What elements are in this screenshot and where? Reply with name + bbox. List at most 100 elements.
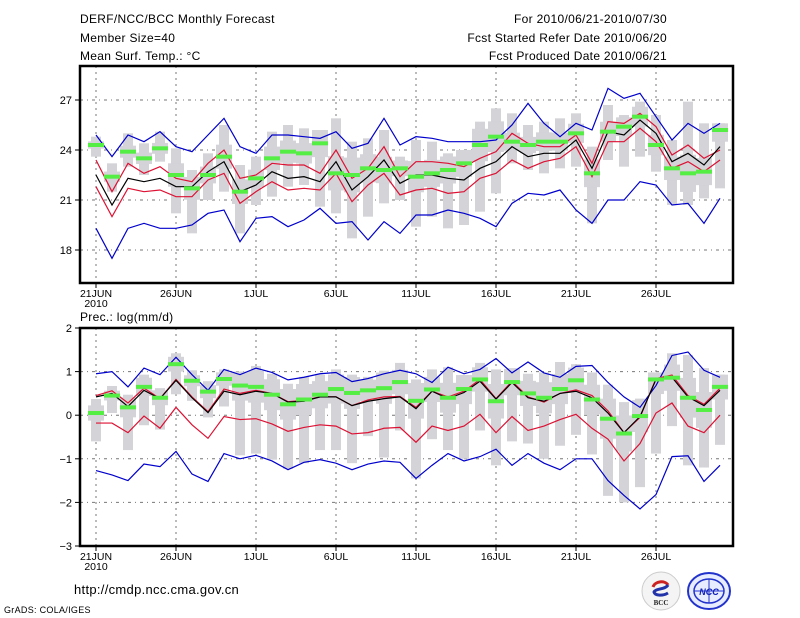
temp-marker — [520, 143, 536, 147]
prec-ytick-label: −3 — [59, 541, 72, 553]
temp-marker — [472, 143, 488, 147]
temp-ytick-label: 27 — [60, 95, 72, 107]
temp-marker — [440, 168, 456, 172]
temp-marker — [280, 149, 296, 154]
temp-ytick-label: 24 — [60, 145, 72, 157]
forecast-period: For 2010/06/21-2010/07/30 — [514, 12, 667, 26]
temp-range-bar — [315, 130, 325, 207]
prec-range-bar — [235, 371, 245, 456]
svg-text:NCC: NCC — [699, 587, 719, 597]
temp-marker — [456, 161, 472, 166]
prec-marker — [216, 377, 232, 382]
prec-marker — [712, 384, 728, 389]
prec-marker — [120, 405, 136, 410]
temp-xtick-label: 11JUL — [401, 288, 431, 300]
temp-ytick-label: 18 — [60, 245, 72, 257]
temp-xtick-label: 16JUL — [481, 288, 512, 300]
prec-range-bar — [171, 353, 181, 395]
member-size: Member Size=40 — [80, 31, 176, 45]
prec-range-bar — [299, 376, 309, 464]
grads-credit: GrADS: COLA/IGES — [4, 605, 91, 615]
temp-marker — [296, 151, 312, 156]
temp-xtick-label: 21JUL — [561, 288, 592, 300]
temp-range-bar — [475, 121, 485, 212]
prec-range-bar — [459, 375, 469, 459]
temp-marker — [104, 174, 120, 179]
temp-marker — [328, 171, 344, 176]
temp-marker — [424, 171, 440, 176]
prec-marker — [184, 378, 200, 383]
prec-range-bar — [139, 374, 149, 426]
prec-xtick-label: 6JUL — [324, 551, 349, 563]
temp-marker — [184, 186, 200, 191]
svg-text:BCC: BCC — [654, 599, 669, 607]
temp-marker — [152, 146, 168, 151]
website-url[interactable]: http://cmdp.ncc.cma.gov.cn — [74, 582, 240, 597]
prec-range-bar — [251, 365, 261, 454]
temp-marker — [488, 134, 504, 139]
prec-ytick-label: 2 — [66, 323, 72, 335]
temp-range-bar — [187, 170, 197, 234]
temp-marker — [504, 139, 520, 144]
temp-marker — [344, 173, 360, 177]
temp-range-bar — [635, 101, 645, 157]
temp-quartile-box — [712, 123, 728, 142]
prec-marker — [168, 362, 184, 367]
prec-marker — [568, 378, 584, 383]
temp-marker — [120, 149, 136, 154]
temp-xtick-label: 26JUN — [160, 288, 192, 300]
prec-range-bar — [347, 374, 357, 464]
prec-marker — [392, 380, 408, 385]
prec-marker — [632, 414, 648, 419]
prec-xtick-label: 16JUL — [481, 551, 512, 563]
prec-range-bar — [571, 364, 581, 435]
prec-marker — [440, 395, 456, 400]
prec-marker — [552, 387, 568, 392]
temp-marker — [408, 174, 424, 179]
prec-range-bar — [603, 384, 613, 496]
temp-range-bar — [619, 115, 629, 167]
prec-marker — [200, 389, 216, 394]
prec-marker — [536, 395, 552, 400]
ncc-logo-icon: NCC — [687, 572, 731, 610]
prec-marker — [248, 384, 264, 389]
prec-marker — [520, 391, 536, 396]
prec-marker — [232, 383, 248, 388]
prec-xtick-label: 11JUL — [401, 551, 431, 563]
fcst-produced-date: Fcst Produced Date 2010/06/21 — [488, 49, 667, 63]
temp-range-bar — [459, 150, 469, 225]
prec-range-bar — [155, 388, 165, 430]
prec-marker — [424, 387, 440, 392]
prec-marker — [344, 390, 360, 395]
prec-marker — [104, 393, 120, 398]
prec-marker — [680, 395, 696, 400]
prec-min-line — [95, 448, 721, 510]
prec-plot-frame — [78, 326, 735, 548]
temp-marker — [88, 143, 104, 147]
temp-marker — [584, 171, 600, 176]
prec-xtick-label: 1JUL — [244, 551, 269, 563]
prec-range-bar — [123, 394, 133, 451]
prec-range-bar — [427, 369, 437, 440]
prec-range-bar — [331, 369, 341, 451]
temp-marker — [168, 173, 184, 177]
prec-marker — [616, 431, 632, 436]
prec-xtick-label: 21JUL — [561, 551, 592, 563]
prec-meansd-line — [96, 402, 721, 462]
prec-marker — [696, 407, 712, 412]
prec-xtick-label: 26JUN — [160, 551, 192, 563]
temp-marker — [248, 176, 264, 181]
prec-range-bar — [267, 373, 277, 460]
temp-xtick-label: 1JUL — [244, 288, 269, 300]
temp-marker — [568, 131, 584, 136]
prec-range-bar — [507, 368, 517, 442]
temp-marker — [200, 173, 216, 177]
temp-marker — [136, 156, 152, 161]
prec-range-bar — [475, 362, 485, 431]
temp-marker — [392, 166, 408, 171]
prec-xtick-year-label: 2010 — [84, 561, 108, 573]
temp-range-bar — [715, 123, 725, 189]
prec-marker — [152, 395, 168, 400]
temp-marker — [552, 139, 568, 144]
prec-marker — [264, 392, 280, 397]
